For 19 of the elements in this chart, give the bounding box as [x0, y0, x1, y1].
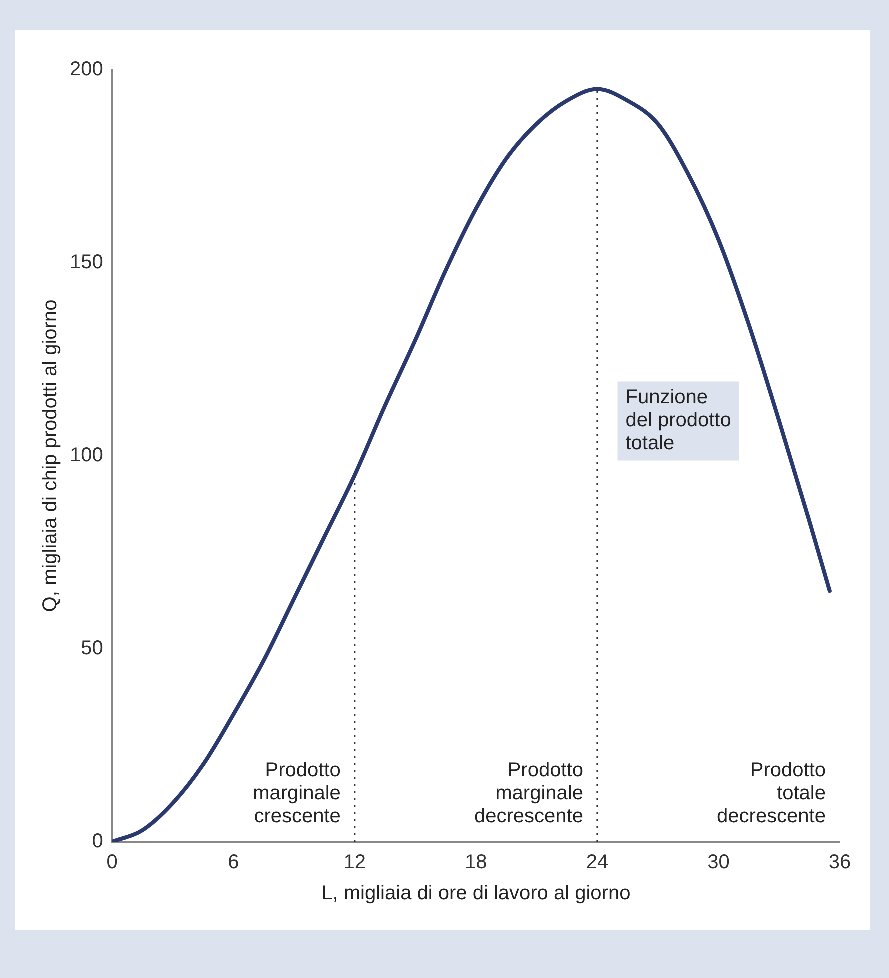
annotation: Prodotto totale decrescente: [717, 760, 826, 828]
x-tick-label: 0: [106, 852, 118, 874]
x-tick-label: 30: [708, 852, 730, 874]
x-axis-title: L, migliaia di ore di lavoro al giorno: [322, 882, 631, 905]
y-tick-label: 100: [70, 444, 104, 467]
line-series: [112, 87, 832, 842]
annotation: Prodotto marginale decrescente: [474, 760, 584, 828]
x-tick-label: 6: [228, 852, 240, 874]
annotation: Funzione del prodotto totale: [626, 386, 732, 454]
x-tick-label: 24: [586, 852, 609, 874]
y-tick-label: 0: [92, 830, 104, 853]
y-tick-label: 150: [70, 252, 104, 274]
y-tick-label: 200: [70, 58, 104, 81]
x-tick-label: 36: [828, 852, 852, 874]
y-tick-label: 50: [81, 638, 104, 660]
annotation: Prodotto marginale crescente: [253, 760, 341, 828]
x-tick-label: 18: [465, 852, 488, 874]
y-axis-title: Q, migliaia di chip prodotti al giorno: [40, 300, 62, 612]
x-tick-label: 12: [344, 852, 366, 874]
